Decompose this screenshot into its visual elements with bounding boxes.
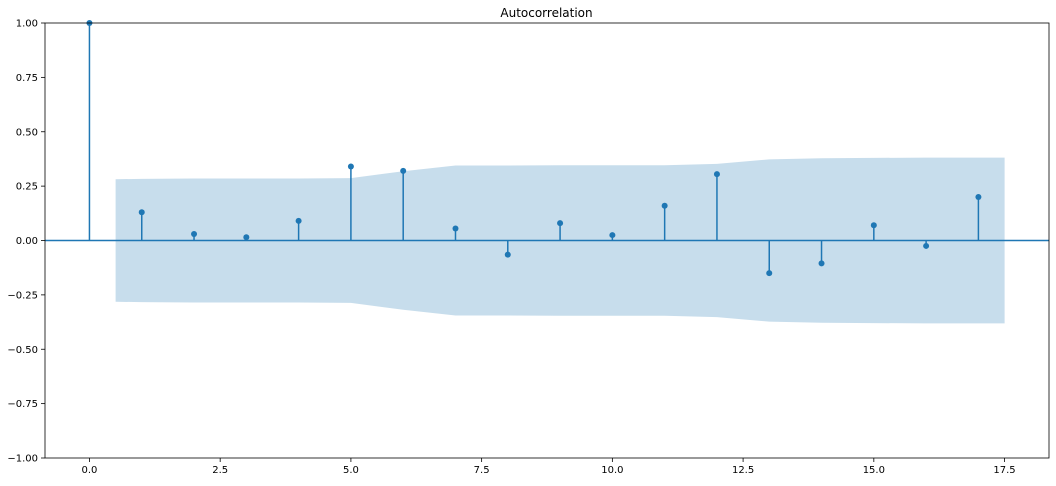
y-tick-label: −0.50	[7, 345, 38, 356]
x-tick-label: 17.5	[993, 465, 1015, 476]
x-tick-label: 12.5	[732, 465, 754, 476]
acf-marker-lag-15	[870, 222, 877, 229]
x-tick-label: 7.5	[474, 465, 490, 476]
y-tick-label: 0.50	[16, 127, 38, 138]
acf-marker-lag-1	[138, 209, 145, 216]
y-tick-label: 0.75	[16, 73, 38, 84]
acf-marker-lag-17	[975, 194, 982, 200]
x-tick-label: 10.0	[601, 465, 623, 476]
acf-marker-lag-6	[400, 167, 407, 174]
x-tick-label: 0.0	[81, 465, 97, 476]
acf-marker-lag-8	[504, 251, 511, 258]
x-tick-label: 5.0	[343, 465, 359, 476]
acf-marker-lag-5	[347, 163, 354, 170]
y-tick-label: 0.25	[16, 182, 38, 193]
acf-marker-lag-16	[923, 242, 930, 249]
acf-marker-lag-12	[713, 171, 720, 178]
y-tick-label: −1.00	[7, 454, 38, 465]
x-tick-label: 2.5	[212, 465, 228, 476]
acf-marker-lag-10	[609, 232, 616, 239]
x-tick-label: 15.0	[863, 465, 885, 476]
acf-marker-lag-13	[766, 270, 773, 277]
y-tick-label: 0.00	[16, 236, 38, 247]
acf-marker-lag-4	[295, 217, 302, 224]
acf-marker-lag-7	[452, 225, 459, 232]
y-tick-label: −0.75	[7, 399, 38, 410]
acf-marker-lag-3	[243, 234, 250, 241]
chart-title: Autocorrelation	[500, 6, 592, 20]
acf-marker-lag-9	[557, 220, 564, 227]
acf-marker-lag-2	[191, 230, 198, 237]
acf-marker-lag-14	[818, 260, 825, 267]
acf-marker-lag-11	[661, 202, 668, 209]
y-tick-label: 1.00	[16, 19, 38, 30]
y-tick-label: −0.25	[7, 290, 38, 301]
